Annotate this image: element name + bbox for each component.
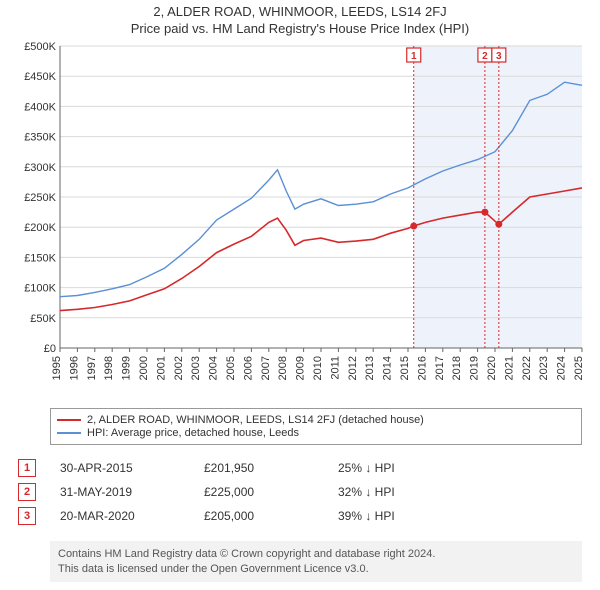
title-address: 2, ALDER ROAD, WHINMOOR, LEEDS, LS14 2FJ (0, 4, 600, 19)
legend-label: HPI: Average price, detached house, Leed… (87, 427, 299, 439)
sale-row: 1 30-APR-2015 £201,950 25% ↓ HPI (18, 459, 582, 477)
svg-text:1996: 1996 (68, 356, 80, 380)
svg-text:2008: 2008 (277, 356, 289, 380)
svg-text:2014: 2014 (382, 356, 394, 380)
footer-line1: Contains HM Land Registry data © Crown c… (58, 547, 574, 561)
legend-row: 2, ALDER ROAD, WHINMOOR, LEEDS, LS14 2FJ… (57, 414, 575, 426)
sales-table: 1 30-APR-2015 £201,950 25% ↓ HPI 2 31-MAY-201… (18, 453, 582, 531)
svg-text:2: 2 (482, 51, 488, 62)
svg-text:£250K: £250K (24, 192, 56, 204)
line-chart-svg: £0 £50K £100K £150K £200K £250K £300K £350K £400… (10, 38, 590, 408)
svg-text:2009: 2009 (295, 356, 307, 380)
svg-text:2011: 2011 (329, 356, 341, 380)
legend-box: 2, ALDER ROAD, WHINMOOR, LEEDS, LS14 2FJ… (50, 408, 582, 445)
legend-swatch (57, 432, 81, 434)
sale-pct: 25% ↓ HPI (338, 461, 448, 475)
sale-price: £225,000 (204, 485, 314, 499)
svg-text:1998: 1998 (103, 356, 115, 380)
svg-text:2025: 2025 (573, 356, 585, 380)
svg-text:£400K: £400K (24, 101, 56, 113)
sale-pct: 32% ↓ HPI (338, 485, 448, 499)
sale-price: £205,000 (204, 509, 314, 523)
svg-text:2020: 2020 (486, 356, 498, 380)
svg-text:1: 1 (411, 51, 417, 62)
svg-text:2010: 2010 (312, 356, 324, 380)
svg-text:2007: 2007 (260, 356, 272, 380)
legend-label: 2, ALDER ROAD, WHINMOOR, LEEDS, LS14 2FJ… (87, 414, 424, 426)
svg-text:£200K: £200K (24, 222, 56, 234)
svg-text:£150K: £150K (24, 252, 56, 264)
svg-text:2006: 2006 (242, 356, 254, 380)
svg-text:2012: 2012 (347, 356, 359, 380)
svg-text:1999: 1999 (121, 356, 133, 380)
svg-text:2017: 2017 (434, 356, 446, 380)
sale-row: 2 31-MAY-2019 £225,000 32% ↓ HPI (18, 483, 582, 501)
svg-text:£500K: £500K (24, 41, 56, 53)
svg-text:1995: 1995 (51, 356, 63, 380)
svg-text:3: 3 (496, 51, 502, 62)
svg-text:£0: £0 (44, 343, 56, 355)
svg-text:2016: 2016 (416, 356, 428, 380)
sale-row: 3 20-MAR-2020 £205,000 39% ↓ HPI (18, 507, 582, 525)
svg-text:2023: 2023 (538, 356, 550, 380)
svg-text:2004: 2004 (208, 356, 220, 380)
sale-marker-badge: 1 (18, 459, 36, 477)
legend-row: HPI: Average price, detached house, Leed… (57, 427, 575, 439)
page-container: 2, ALDER ROAD, WHINMOOR, LEEDS, LS14 2FJ… (0, 0, 600, 590)
legend-swatch (57, 419, 81, 421)
sale-date: 20-MAR-2020 (60, 509, 180, 523)
svg-text:2024: 2024 (556, 356, 568, 380)
svg-text:2001: 2001 (155, 356, 167, 380)
svg-text:£100K: £100K (24, 283, 56, 295)
footer-line2: This data is licensed under the Open Gov… (58, 562, 574, 576)
sale-date: 30-APR-2015 (60, 461, 180, 475)
svg-text:1997: 1997 (86, 356, 98, 380)
svg-text:2015: 2015 (399, 356, 411, 380)
svg-text:2013: 2013 (364, 356, 376, 380)
svg-text:2003: 2003 (190, 356, 202, 380)
sale-marker-badge: 3 (18, 507, 36, 525)
sale-date: 31-MAY-2019 (60, 485, 180, 499)
svg-text:£300K: £300K (24, 162, 56, 174)
chart-titles: 2, ALDER ROAD, WHINMOOR, LEEDS, LS14 2FJ… (0, 0, 600, 38)
chart-area: £0 £50K £100K £150K £200K £250K £300K £350K £400… (10, 38, 590, 402)
svg-text:2000: 2000 (138, 356, 150, 380)
svg-text:£450K: £450K (24, 71, 56, 83)
sale-price: £201,950 (204, 461, 314, 475)
svg-text:2002: 2002 (173, 356, 185, 380)
sale-pct: 39% ↓ HPI (338, 509, 448, 523)
svg-text:2019: 2019 (469, 356, 481, 380)
sale-marker-badge: 2 (18, 483, 36, 501)
title-subtitle: Price paid vs. HM Land Registry's House … (0, 21, 600, 36)
svg-text:2018: 2018 (451, 356, 463, 380)
svg-text:2005: 2005 (225, 356, 237, 380)
svg-text:2022: 2022 (521, 356, 533, 380)
footer-attribution: Contains HM Land Registry data © Crown c… (50, 541, 582, 582)
svg-text:£50K: £50K (30, 313, 56, 325)
svg-text:£350K: £350K (24, 132, 56, 144)
svg-text:2021: 2021 (503, 356, 515, 380)
